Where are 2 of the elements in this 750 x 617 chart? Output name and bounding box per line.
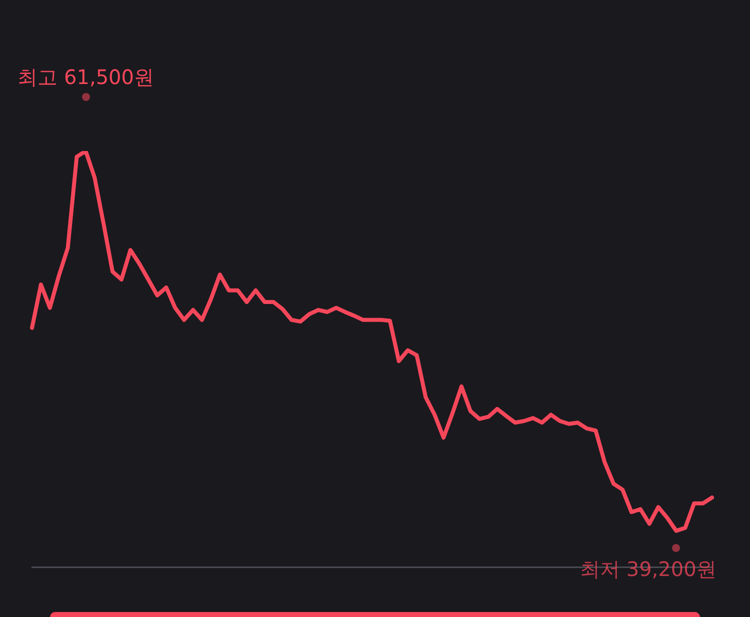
- annotation: 최저 39,200원: [580, 556, 716, 581]
- text: 최고 61,500원: [18, 65, 154, 89]
